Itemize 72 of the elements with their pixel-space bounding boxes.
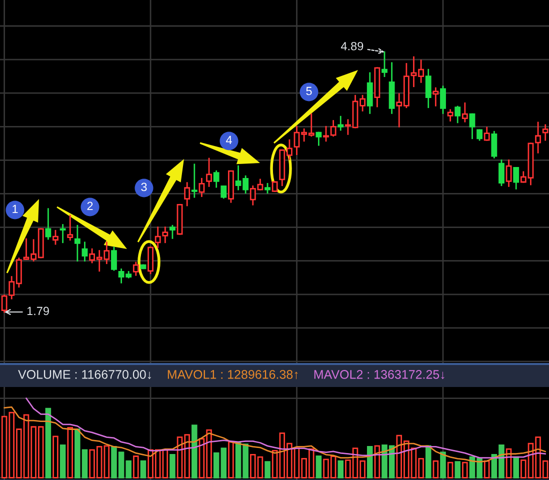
text: MAVOL2 : 1363172.25↓ [314, 370, 444, 380]
candlestick [148, 246, 154, 274]
bar [170, 454, 176, 478]
candlestick [382, 51, 388, 78]
bar [425, 445, 432, 478]
bar [440, 452, 446, 478]
candlestick [213, 170, 220, 188]
candlestick [454, 106, 461, 124]
candlestick [498, 160, 504, 186]
bar [447, 462, 454, 478]
bar [462, 462, 468, 478]
bar [162, 449, 168, 478]
bar [140, 460, 146, 478]
bar [432, 460, 439, 478]
candlestick [316, 132, 322, 146]
candlestick [484, 126, 490, 141]
candlestick [74, 224, 80, 262]
bar [133, 456, 139, 478]
candlestick [272, 181, 278, 192]
bar [366, 446, 373, 478]
bar [513, 456, 519, 478]
bar [484, 460, 490, 478]
bar [52, 436, 58, 478]
annotation: 1 [12, 204, 18, 214]
bar [220, 448, 227, 478]
candlestick [198, 178, 205, 197]
annotation: 4 [226, 136, 232, 144]
text: 4.89 [340, 42, 364, 50]
candlestick [82, 242, 88, 262]
bar [192, 424, 198, 478]
bar [213, 452, 220, 478]
candlestick [52, 230, 58, 245]
candlestick [513, 167, 520, 190]
candlestick [45, 208, 52, 240]
candlestick [425, 68, 432, 108]
candlestick [491, 130, 498, 158]
candlestick [366, 72, 373, 114]
bar [316, 456, 322, 478]
candlestick [506, 160, 512, 187]
candlestick [111, 246, 117, 271]
annotation: 2 [87, 202, 93, 210]
annotation: 3 [141, 182, 147, 192]
candlestick [264, 182, 270, 194]
candlestick [440, 86, 446, 114]
candlestick [191, 164, 198, 198]
bar [454, 461, 460, 478]
candlestick [170, 224, 176, 239]
chart-title: VOLUME : 1166770.00↓ [18, 370, 151, 380]
text: MAVOL1 : 1289616.38↑ [168, 370, 298, 380]
candlestick [338, 116, 344, 131]
candlestick [220, 186, 227, 199]
candlestick [184, 182, 190, 206]
annotation: 5 [306, 86, 312, 96]
candlestick [542, 124, 548, 141]
bar [272, 450, 278, 478]
candlestick [67, 214, 74, 241]
candlestick [60, 224, 66, 244]
candlestick [462, 102, 468, 122]
bar [104, 445, 110, 478]
bar [338, 460, 344, 478]
candlestick [447, 109, 454, 122]
candlestick [476, 129, 483, 141]
bar [228, 441, 234, 478]
bar [45, 408, 52, 478]
bar [67, 426, 74, 478]
candlestick [206, 158, 212, 187]
candlestick [469, 113, 476, 140]
bar [264, 461, 270, 478]
candlestick [432, 87, 439, 106]
bar [60, 444, 66, 478]
candlestick [132, 262, 139, 276]
annotation: 1.79 [27, 306, 49, 316]
